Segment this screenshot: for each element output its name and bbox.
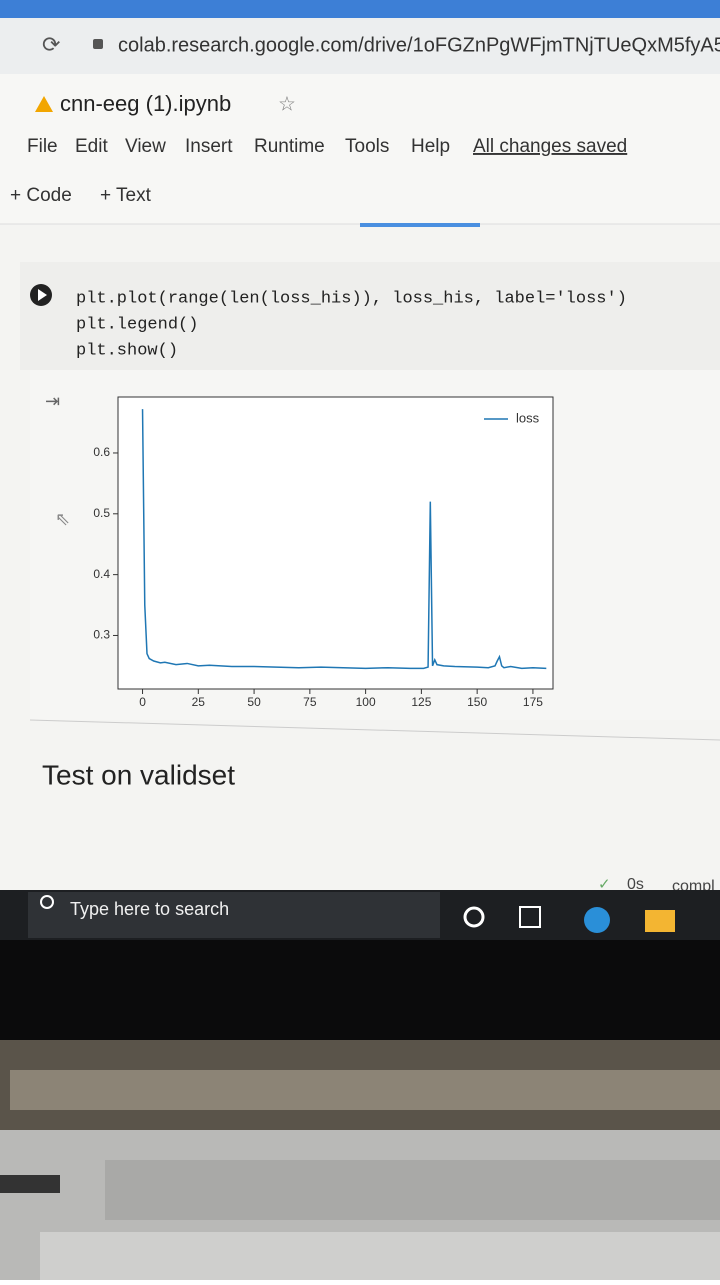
menu-item[interactable]: View: [125, 136, 166, 157]
markdown-heading: Test on validset: [42, 759, 235, 790]
lock-icon: [93, 39, 103, 49]
search-placeholder[interactable]: Type here to search: [70, 899, 229, 919]
search-icon: [40, 895, 54, 909]
x-tick-label: 50: [247, 695, 261, 709]
menu-item[interactable]: Edit: [75, 136, 108, 157]
address-bar-bg: [0, 18, 720, 74]
x-tick-label: 100: [356, 695, 376, 709]
drive-icon: [35, 96, 53, 112]
bezel: [0, 940, 720, 1040]
x-tick-label: 25: [192, 695, 206, 709]
code-line: plt.plot(range(len(loss_his)), loss_his,…: [76, 289, 627, 308]
y-tick-label: 0.6: [93, 445, 110, 459]
explorer-icon[interactable]: [645, 910, 675, 932]
save-status[interactable]: All changes saved: [473, 136, 627, 157]
output-divider: [29, 719, 720, 741]
colab-header: [0, 74, 720, 224]
notebook-title[interactable]: cnn-eeg (1).ipynb: [60, 91, 231, 116]
reload-icon[interactable]: ⟳: [42, 32, 60, 57]
search-box[interactable]: [28, 892, 440, 938]
code-cell: [20, 262, 720, 370]
menu-item[interactable]: Insert: [185, 136, 233, 157]
task-view-icon[interactable]: [519, 906, 541, 928]
plot-area: [117, 396, 554, 690]
output-icon[interactable]: ⇥: [45, 391, 60, 411]
status-time: 0s: [627, 876, 644, 893]
cortana-icon[interactable]: [463, 906, 485, 928]
code-line: plt.show(): [76, 341, 178, 360]
menu-item[interactable]: Help: [411, 136, 450, 157]
toolbar-button[interactable]: + Code: [10, 185, 72, 206]
code-line: plt.legend(): [76, 315, 198, 334]
star-icon[interactable]: ☆: [278, 93, 296, 115]
run-icon: [38, 289, 47, 301]
power-slot: [0, 1175, 60, 1193]
legend-label: loss: [516, 410, 540, 425]
hinge-highlight: [10, 1070, 720, 1110]
mouse-cursor: ⇖: [55, 509, 70, 529]
speaker-grille: [105, 1160, 720, 1220]
scroll-indicator: [360, 223, 480, 227]
y-tick-label: 0.3: [93, 628, 110, 642]
check-icon: ✓: [598, 876, 611, 893]
toolbar-button[interactable]: + Text: [100, 185, 152, 206]
url[interactable]: colab.research.google.com/drive/1oFGZnPg…: [118, 34, 720, 56]
menu-item[interactable]: Tools: [345, 136, 389, 157]
menu-item[interactable]: File: [27, 136, 58, 157]
x-tick-label: 125: [411, 695, 431, 709]
x-tick-label: 75: [303, 695, 317, 709]
x-tick-label: 150: [467, 695, 487, 709]
keyboard-row: [40, 1232, 720, 1280]
menu-item[interactable]: Runtime: [254, 136, 325, 157]
y-tick-label: 0.4: [93, 567, 110, 581]
x-tick-label: 175: [523, 695, 543, 709]
x-tick-label: 0: [139, 695, 146, 709]
tab-strip: [0, 0, 720, 18]
y-tick-label: 0.5: [93, 506, 110, 520]
loss-line: [141, 409, 547, 670]
edge-icon[interactable]: [584, 907, 610, 933]
